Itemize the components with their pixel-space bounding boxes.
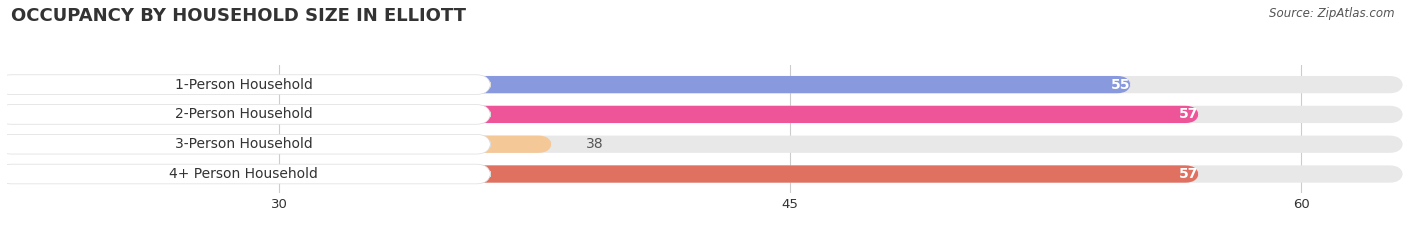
FancyBboxPatch shape bbox=[0, 164, 491, 184]
Text: 38: 38 bbox=[586, 137, 603, 151]
FancyBboxPatch shape bbox=[7, 106, 1403, 123]
Text: 2-Person Household: 2-Person Household bbox=[174, 107, 312, 121]
Text: 3-Person Household: 3-Person Household bbox=[174, 137, 312, 151]
FancyBboxPatch shape bbox=[7, 136, 553, 153]
Text: 1-Person Household: 1-Person Household bbox=[174, 78, 312, 92]
FancyBboxPatch shape bbox=[7, 165, 1403, 183]
FancyBboxPatch shape bbox=[7, 106, 1199, 123]
Text: 4+ Person Household: 4+ Person Household bbox=[169, 167, 318, 181]
FancyBboxPatch shape bbox=[7, 165, 1199, 183]
FancyBboxPatch shape bbox=[0, 105, 491, 124]
Text: 57: 57 bbox=[1180, 107, 1198, 121]
FancyBboxPatch shape bbox=[0, 75, 491, 94]
Text: Source: ZipAtlas.com: Source: ZipAtlas.com bbox=[1270, 7, 1395, 20]
Text: OCCUPANCY BY HOUSEHOLD SIZE IN ELLIOTT: OCCUPANCY BY HOUSEHOLD SIZE IN ELLIOTT bbox=[11, 7, 467, 25]
FancyBboxPatch shape bbox=[7, 136, 1403, 153]
Text: 55: 55 bbox=[1111, 78, 1130, 92]
Text: 57: 57 bbox=[1180, 167, 1198, 181]
FancyBboxPatch shape bbox=[7, 76, 1403, 93]
FancyBboxPatch shape bbox=[7, 76, 1130, 93]
FancyBboxPatch shape bbox=[0, 134, 491, 154]
